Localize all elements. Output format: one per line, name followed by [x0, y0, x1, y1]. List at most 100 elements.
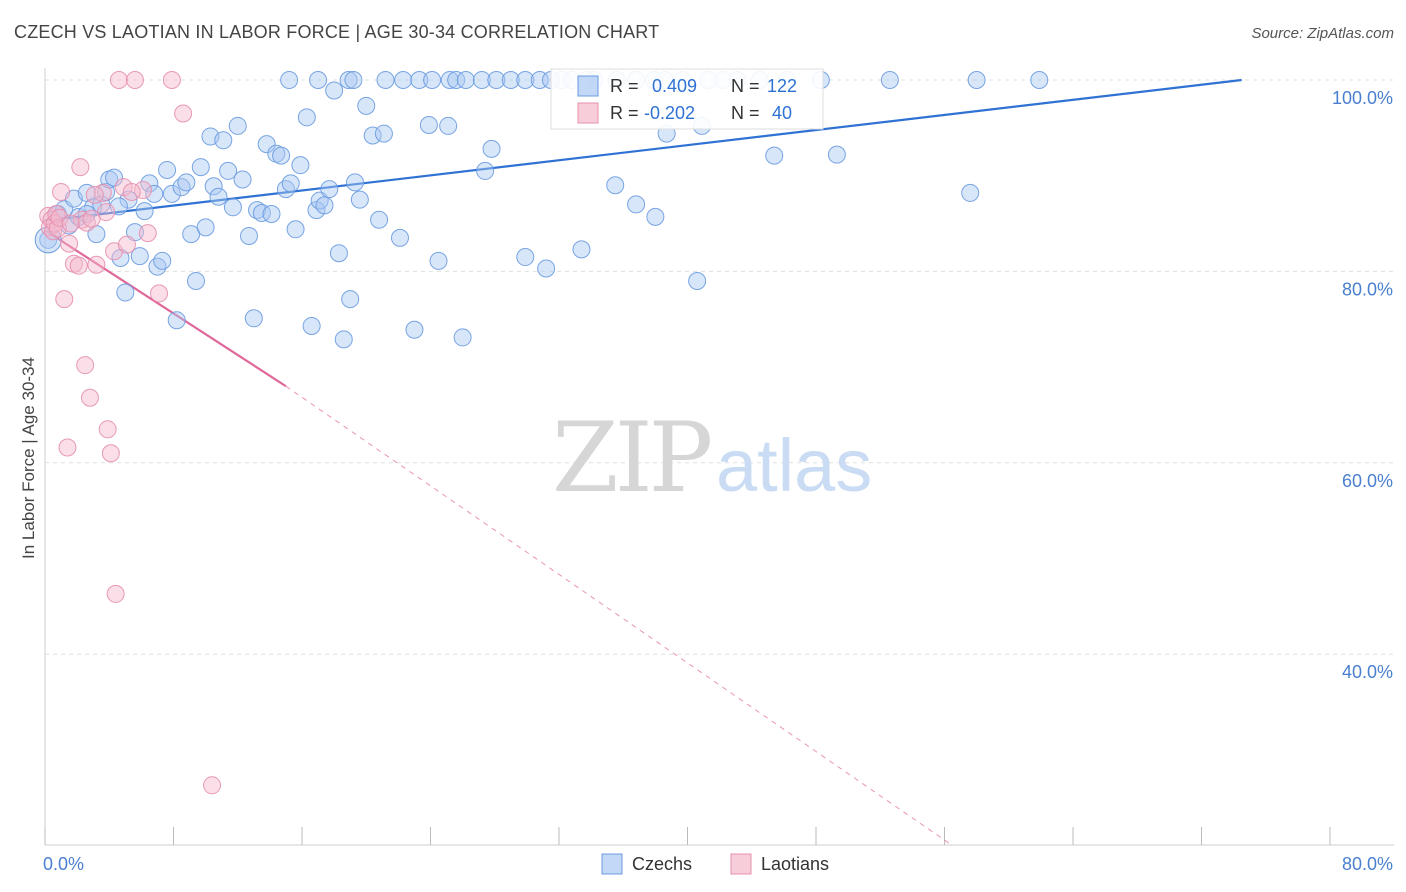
czechs-point-75: [482, 139, 501, 158]
czechs-trend-line: [44, 78, 1242, 222]
y-tick-label-40: 40.0%: [1342, 662, 1393, 682]
stats-czechs-r-label: R =: [610, 76, 639, 96]
czechs-point-67: [374, 124, 393, 143]
y-tick-label-80: 80.0%: [1342, 279, 1393, 299]
czechs-point-58: [325, 81, 344, 100]
czechs-point-25: [167, 311, 186, 330]
laotians-point-23: [101, 444, 120, 463]
czechs-point-66: [370, 210, 389, 229]
laotians-point-33: [162, 71, 181, 89]
czechs-point-19: [140, 174, 159, 193]
grid-layer: [45, 79, 1394, 655]
czechs-point-26: [172, 178, 191, 197]
laotians-point-4: [45, 214, 64, 233]
czechs-point-105: [472, 71, 491, 89]
laotians-point-10: [58, 438, 77, 457]
laotians-point-34: [174, 104, 193, 123]
x-tick-label-min: 0.0%: [43, 854, 84, 874]
czechs-point-94: [280, 71, 299, 89]
czechs-point-50: [286, 220, 305, 239]
czechs-point-98: [376, 71, 395, 89]
czechs-point-97: [344, 71, 363, 89]
watermark: ZIP atlas: [552, 402, 872, 514]
czechs-point-30: [191, 158, 210, 177]
czechs-point-33: [204, 177, 223, 196]
y-axis-label: In Labor Force | Age 30-34: [19, 357, 38, 559]
czechs-point-91: [1030, 71, 1049, 89]
czechs-point-42: [248, 201, 267, 220]
laotians-point-32: [150, 284, 169, 303]
czechs-point-102: [440, 71, 459, 89]
czechs-point-43: [252, 204, 271, 223]
watermark-zip: ZIP: [552, 402, 711, 514]
czechs-point-34: [209, 187, 228, 206]
source-credit: Source: ZipAtlas.com: [1251, 25, 1394, 42]
czechs-point-55: [310, 191, 329, 210]
stats-laotians-swatch: [577, 102, 599, 124]
czechs-point-82: [627, 195, 646, 214]
czechs-point-101: [423, 71, 442, 89]
czechs-point-40: [239, 226, 258, 245]
czechs-point-88: [827, 145, 846, 164]
czechs-point-27: [177, 173, 196, 192]
czechs-point-52: [297, 108, 316, 127]
laotians-point-37: [85, 185, 104, 204]
czechs-point-53: [302, 316, 321, 335]
stats-czechs-n-label: N =: [731, 76, 760, 96]
czechs-point-36: [219, 161, 238, 180]
stats-laotians-n-label: N =: [731, 103, 760, 123]
stats-box: R = 0.409 N = 122 R = -0.202 N = 40: [550, 68, 824, 130]
y-tick-label-60: 60.0%: [1342, 471, 1393, 491]
czechs-point-90: [967, 71, 986, 89]
czechs-point-95: [309, 71, 328, 89]
czechs-point-73: [453, 328, 472, 347]
czechs-point-56: [315, 196, 334, 215]
stats-laotians-r-label: R =: [610, 103, 639, 123]
czechs-point-79: [572, 240, 591, 259]
czechs-point-96: [339, 71, 358, 89]
laotians-point-26: [109, 71, 128, 89]
czechs-point-77: [537, 259, 556, 278]
laotians-trend-extension: [285, 385, 953, 847]
czechs-point-103: [447, 71, 466, 89]
czechs-point-20: [145, 184, 164, 203]
czechs-point-39: [233, 170, 252, 189]
czechs-point-45: [262, 204, 281, 223]
laotians-point-39: [122, 182, 141, 201]
legend-laotians-label: Laotians: [761, 854, 829, 874]
laotians-point-30: [133, 181, 152, 200]
czechs-point-48: [276, 180, 295, 199]
legend: Czechs Laotians: [601, 853, 829, 875]
stats-laotians-n-value: 40: [772, 103, 792, 123]
laotians-point-35: [203, 776, 222, 795]
czechs-point-106: [487, 71, 506, 89]
czechs-point-38: [228, 116, 247, 135]
laotians-point-19: [87, 255, 106, 274]
legend-czechs-swatch: [601, 853, 623, 875]
legend-czechs-label: Czechs: [632, 854, 692, 874]
laotians-point-36: [82, 209, 101, 228]
laotians-point-18: [80, 388, 99, 407]
laotians-point-22: [98, 420, 117, 439]
czechs-point-93: [961, 183, 980, 202]
y-tick-label-100: 100.0%: [1332, 88, 1393, 108]
czechs-point-62: [346, 173, 365, 192]
laotians-points: [39, 71, 222, 795]
czechs-point-64: [357, 96, 376, 115]
czechs-point-24: [162, 184, 181, 203]
czechs-point-35: [214, 131, 233, 150]
czechs-point-41: [244, 309, 263, 328]
laotians-point-24: [106, 584, 125, 603]
czechs-point-87: [765, 146, 784, 165]
czechs-point-44: [257, 135, 276, 154]
stats-czechs-n-value: 122: [767, 76, 797, 96]
czechs-point-47: [272, 146, 291, 165]
laotians-point-11: [60, 234, 79, 253]
czechs-point-31: [196, 218, 215, 237]
laotians-point-38: [61, 214, 80, 233]
stats-laotians-r-value: -0.202: [644, 103, 695, 123]
czechs-point-59: [329, 244, 348, 263]
watermark-atlas: atlas: [716, 424, 872, 507]
axes-layer: [44, 68, 1394, 846]
